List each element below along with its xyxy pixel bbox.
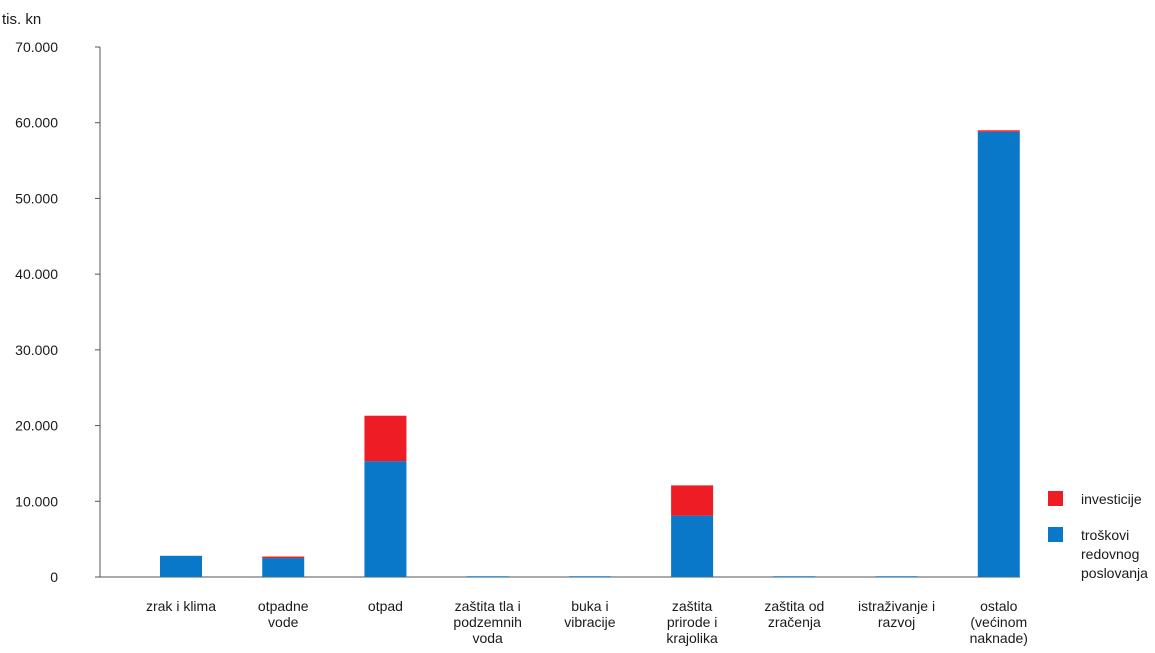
category-label: ostalo (većinom naknade) xyxy=(970,598,1028,646)
bar-segment-investicije xyxy=(671,485,714,516)
legend-label: investicije xyxy=(1081,491,1142,507)
y-tick-label: 40.000 xyxy=(15,266,58,282)
bar-segment-troskovi xyxy=(671,515,714,577)
bar-segment-troskovi xyxy=(466,576,509,578)
category-label: zrak i klima xyxy=(146,598,216,614)
y-axis: 0 10.000 20.000 30.000 40.000 50.000 60.000 70.… xyxy=(15,39,101,585)
bar-segment-troskovi xyxy=(568,576,611,578)
legend-swatch xyxy=(1048,527,1063,542)
y-tick-label: 70.000 xyxy=(15,39,58,55)
y-tick-label: 10.000 xyxy=(15,493,58,509)
bar-segment-troskovi xyxy=(977,131,1020,578)
y-tick-label: 0 xyxy=(50,569,58,585)
bar-segment-investicije xyxy=(977,130,1020,132)
bars xyxy=(160,130,1020,578)
legend: investicije troškovi redovnog poslovanja xyxy=(1048,491,1148,581)
category-labels: zrak i klima otpadne vode otpad zaštita tla … xyxy=(146,598,1028,646)
bar-segment-troskovi xyxy=(364,461,407,577)
y-axis-unit-label: tis. kn xyxy=(2,11,41,28)
bar-segment-troskovi xyxy=(262,558,305,577)
y-tick-label: 60.000 xyxy=(15,115,58,131)
bar-segment-troskovi xyxy=(160,555,202,577)
bar-segment-investicije xyxy=(262,556,305,559)
category-label: istraživanje i razvoj xyxy=(858,598,935,630)
category-label: otpad xyxy=(368,598,403,614)
category-label: buka i vibracije xyxy=(564,598,616,630)
bar-segment-troskovi xyxy=(875,576,918,578)
y-tick-label: 30.000 xyxy=(15,342,58,358)
y-tick-label: 50.000 xyxy=(15,190,58,206)
bar-segment-troskovi xyxy=(773,576,816,578)
legend-swatch xyxy=(1048,491,1063,506)
legend-label: troškovi redovnog poslovanja xyxy=(1081,527,1148,581)
bar-segment-investicije xyxy=(364,415,407,462)
category-label: zaštita prirode i krajolika xyxy=(666,598,718,646)
y-tick-label: 20.000 xyxy=(15,418,58,434)
category-label: zaštita tla i podzemnih voda xyxy=(453,598,522,646)
category-label: zaštita od zračenja xyxy=(764,598,824,630)
category-label: otpadne vode xyxy=(258,598,309,630)
